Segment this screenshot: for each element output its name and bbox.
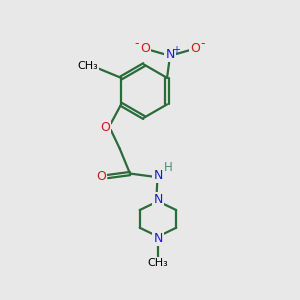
Text: H: H — [164, 161, 172, 174]
Text: N: N — [153, 232, 163, 244]
Text: O: O — [190, 42, 200, 55]
Text: N: N — [165, 48, 175, 61]
Text: CH₃: CH₃ — [77, 61, 98, 71]
Text: N: N — [153, 169, 163, 182]
Text: O: O — [100, 121, 110, 134]
Text: +: + — [172, 45, 181, 55]
Text: -: - — [135, 37, 139, 50]
Text: O: O — [140, 42, 150, 55]
Text: O: O — [97, 170, 106, 183]
Text: N: N — [153, 193, 163, 206]
Text: CH₃: CH₃ — [148, 258, 168, 268]
Text: -: - — [201, 37, 205, 50]
